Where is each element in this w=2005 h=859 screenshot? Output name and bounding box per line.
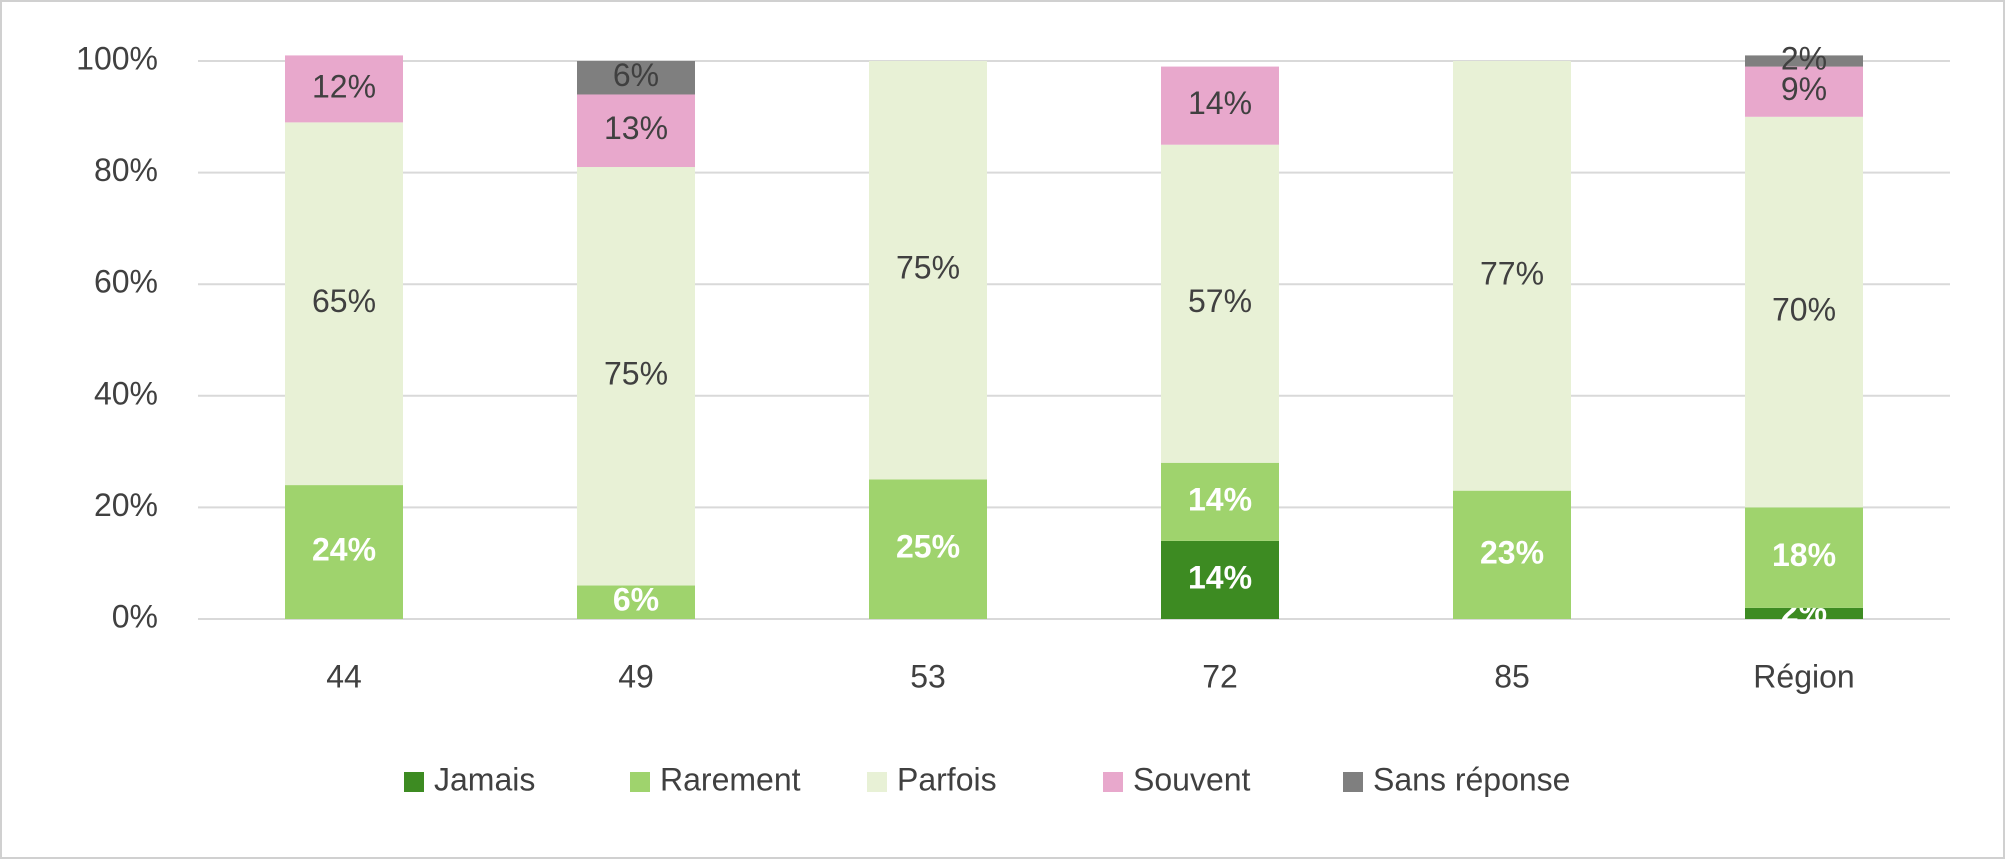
- bar-segment: [1453, 61, 1571, 491]
- data-label: 75%: [604, 356, 668, 392]
- x-tick-label: 44: [326, 658, 362, 694]
- legend-swatch: [1343, 772, 1363, 792]
- y-tick-label: 20%: [94, 487, 158, 523]
- y-tick-label: 100%: [76, 40, 158, 76]
- bar-segment: [1161, 144, 1279, 463]
- y-tick-label: 60%: [94, 264, 158, 300]
- legend-label: Parfois: [897, 761, 997, 797]
- bar-segment: [577, 94, 695, 168]
- data-label: 6%: [613, 57, 659, 93]
- data-label: 18%: [1772, 537, 1836, 573]
- legend-swatch: [867, 772, 887, 792]
- bar-segment: [285, 485, 403, 619]
- y-tick-label: 80%: [94, 152, 158, 188]
- bar-segment: [577, 585, 695, 619]
- data-label: 13%: [604, 110, 668, 146]
- data-label: 75%: [896, 250, 960, 286]
- y-tick-label: 40%: [94, 375, 158, 411]
- data-label: 70%: [1772, 292, 1836, 328]
- bar-segment: [577, 167, 695, 586]
- bar-segment: [577, 61, 695, 95]
- x-tick-label: 53: [910, 658, 946, 694]
- x-tick-label: 49: [618, 658, 654, 694]
- bar-segment: [285, 122, 403, 486]
- data-label: 2%: [1781, 40, 1827, 76]
- data-label: 23%: [1480, 534, 1544, 570]
- x-tick-label: Région: [1753, 658, 1854, 694]
- bar-segment: [1745, 507, 1863, 608]
- data-label: 77%: [1480, 255, 1544, 291]
- bar-segment: [1161, 540, 1279, 619]
- data-label: 14%: [1188, 559, 1252, 595]
- legend-label: Sans réponse: [1373, 761, 1570, 797]
- data-label: 9%: [1781, 71, 1827, 107]
- legend-label: Rarement: [660, 761, 801, 797]
- bar-segment: [1161, 66, 1279, 145]
- bar-segment: [869, 479, 987, 619]
- bar-segment: [1161, 462, 1279, 541]
- bar-segment: [1745, 55, 1863, 67]
- data-label: 57%: [1188, 283, 1252, 319]
- bar-segment: [1745, 607, 1863, 619]
- legend-swatch: [1103, 772, 1123, 792]
- x-tick-label: 72: [1202, 658, 1238, 694]
- data-label: 24%: [312, 531, 376, 567]
- data-label: 25%: [896, 529, 960, 565]
- legend-swatch: [630, 772, 650, 792]
- bar-segment: [1745, 116, 1863, 508]
- bar-segment: [1453, 490, 1571, 619]
- data-label: 14%: [1188, 85, 1252, 121]
- bar-segment: [285, 55, 403, 123]
- data-label: 65%: [312, 283, 376, 319]
- data-label: 12%: [312, 68, 376, 104]
- bar-segment: [1745, 66, 1863, 117]
- bar-segment: [869, 61, 987, 480]
- legend-swatch: [404, 772, 424, 792]
- data-label: 6%: [613, 582, 659, 618]
- x-tick-label: 85: [1494, 658, 1530, 694]
- legend-label: Jamais: [434, 761, 535, 797]
- legend-label: Souvent: [1133, 761, 1251, 797]
- data-label: 14%: [1188, 481, 1252, 517]
- y-tick-label: 0%: [112, 598, 158, 634]
